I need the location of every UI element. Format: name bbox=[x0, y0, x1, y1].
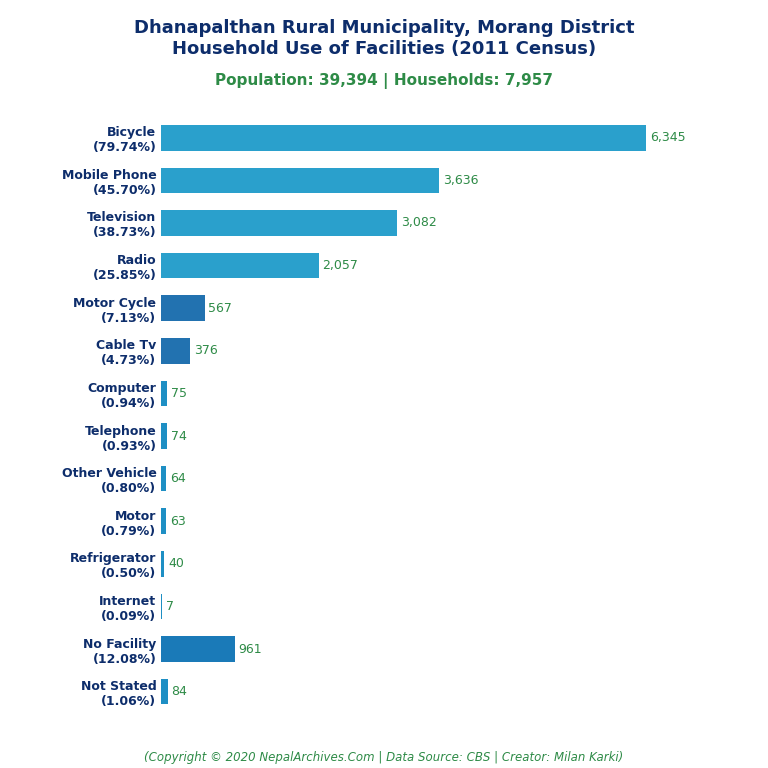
Text: 3,636: 3,636 bbox=[443, 174, 478, 187]
Bar bbox=[161, 296, 204, 321]
Bar bbox=[161, 381, 167, 406]
Bar bbox=[161, 125, 647, 151]
Bar bbox=[161, 637, 235, 662]
Text: 7: 7 bbox=[166, 600, 174, 613]
Text: 376: 376 bbox=[194, 344, 217, 357]
Bar bbox=[161, 466, 166, 492]
Text: 75: 75 bbox=[170, 387, 187, 400]
Text: Dhanapalthan Rural Municipality, Morang District
Household Use of Facilities (20: Dhanapalthan Rural Municipality, Morang … bbox=[134, 19, 634, 58]
Text: 2,057: 2,057 bbox=[323, 259, 358, 272]
Text: 84: 84 bbox=[171, 685, 187, 698]
Bar bbox=[161, 167, 439, 193]
Text: 3,082: 3,082 bbox=[401, 217, 436, 230]
Text: 63: 63 bbox=[170, 515, 186, 528]
Text: 567: 567 bbox=[208, 302, 233, 315]
Text: Population: 39,394 | Households: 7,957: Population: 39,394 | Households: 7,957 bbox=[215, 73, 553, 89]
Bar bbox=[161, 423, 167, 449]
Bar bbox=[161, 508, 166, 534]
Text: 961: 961 bbox=[239, 643, 262, 656]
Bar bbox=[161, 253, 319, 278]
Text: 6,345: 6,345 bbox=[650, 131, 686, 144]
Bar bbox=[161, 210, 397, 236]
Bar bbox=[161, 679, 167, 704]
Text: 74: 74 bbox=[170, 429, 187, 442]
Bar bbox=[161, 551, 164, 577]
Text: 64: 64 bbox=[170, 472, 186, 485]
Text: (Copyright © 2020 NepalArchives.Com | Data Source: CBS | Creator: Milan Karki): (Copyright © 2020 NepalArchives.Com | Da… bbox=[144, 751, 624, 764]
Text: 40: 40 bbox=[168, 558, 184, 571]
Bar bbox=[161, 338, 190, 363]
